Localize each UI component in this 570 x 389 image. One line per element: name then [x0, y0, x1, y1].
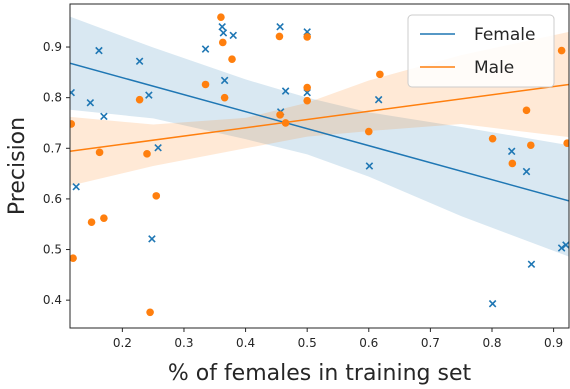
male-point — [135, 95, 144, 104]
male-point — [376, 70, 384, 79]
legend-female-label: Female — [474, 25, 535, 45]
male-point — [276, 111, 284, 119]
male-point — [100, 214, 108, 222]
female-point — [135, 57, 144, 65]
y-tick-label: 0.8 — [43, 91, 62, 105]
male-point — [563, 139, 569, 148]
female-point — [229, 31, 238, 40]
female-point — [95, 46, 103, 55]
male-point — [95, 148, 104, 157]
male-point — [143, 150, 151, 158]
male-point — [303, 33, 311, 41]
female-point — [507, 147, 516, 156]
female-point — [276, 23, 284, 31]
legend: Female Male — [407, 14, 555, 88]
regression-lines — [70, 62, 569, 202]
female-point — [154, 144, 162, 152]
male-point — [303, 83, 311, 92]
female-point — [201, 45, 210, 53]
female-point — [488, 299, 497, 308]
male-point — [281, 119, 290, 127]
plot-frame — [69, 3, 570, 329]
y-axis-ticks: 0.4 0.5 0.6 0.7 0.8 0.9 — [43, 40, 70, 307]
data-points — [70, 13, 569, 317]
male-point — [218, 38, 227, 47]
x-tick-label: 0.3 — [174, 336, 193, 350]
female-point — [86, 98, 95, 107]
female-point — [374, 95, 383, 104]
female-point — [218, 23, 226, 31]
x-axis-title: % of females in training set — [168, 361, 472, 386]
female-point — [219, 29, 228, 37]
male-point — [70, 254, 77, 262]
male-regression-line — [70, 83, 569, 153]
male-point — [220, 93, 229, 102]
male-point — [527, 141, 535, 150]
male-point — [364, 127, 373, 136]
x-tick-label: 0.2 — [113, 336, 132, 350]
male-point — [146, 308, 154, 317]
female-point — [365, 162, 374, 170]
male-point — [508, 159, 517, 168]
y-tick-label: 0.4 — [43, 293, 62, 307]
male-point — [303, 96, 311, 105]
female-point — [100, 112, 108, 121]
male-point — [228, 55, 236, 63]
female-point — [145, 91, 153, 99]
y-tick-label: 0.6 — [43, 192, 62, 206]
male-point — [522, 106, 531, 115]
male-point — [488, 134, 497, 143]
y-tick-label: 0.7 — [43, 141, 62, 155]
female-point — [148, 235, 156, 243]
female-regression-line — [70, 62, 569, 202]
female-point — [70, 88, 75, 97]
x-tick-label: 0.8 — [482, 336, 501, 350]
female-point — [562, 241, 569, 249]
male-point — [217, 13, 225, 21]
male-point — [152, 192, 161, 200]
female-confidence-band — [70, 16, 569, 257]
female-point — [557, 244, 566, 252]
male-point — [275, 32, 284, 41]
legend-male-label: Male — [474, 58, 514, 78]
female-point — [220, 76, 229, 85]
male-point — [201, 80, 210, 89]
y-tick-label: 0.9 — [43, 40, 62, 54]
x-tick-label: 0.5 — [298, 336, 317, 350]
male-point — [557, 46, 566, 55]
male-point — [70, 120, 76, 128]
x-axis-ticks: 0.2 0.3 0.4 0.5 0.6 0.7 0.8 0.9 — [113, 328, 563, 350]
female-point — [527, 260, 536, 268]
female-point — [281, 87, 290, 95]
x-tick-label: 0.7 — [421, 336, 440, 350]
male-point — [87, 218, 96, 226]
x-tick-label: 0.9 — [544, 336, 563, 350]
x-tick-label: 0.4 — [236, 336, 255, 350]
female-point — [72, 182, 80, 191]
y-tick-label: 0.5 — [43, 243, 62, 257]
y-axis-title: Precision — [5, 117, 30, 215]
x-tick-label: 0.6 — [359, 336, 378, 350]
legend-box — [407, 14, 555, 88]
female-point — [522, 167, 531, 176]
